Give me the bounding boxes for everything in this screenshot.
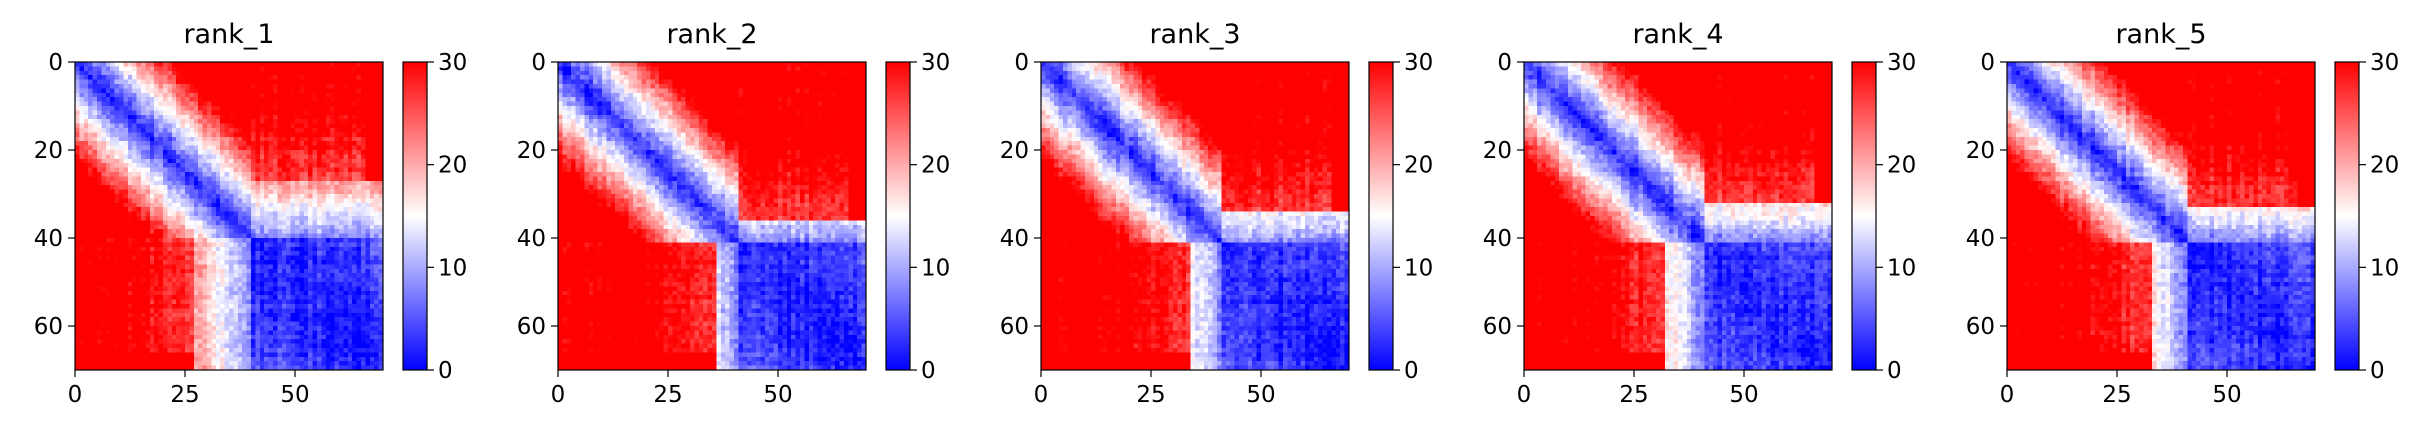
x-tick-label: 0 bbox=[1517, 382, 1532, 408]
x-tick-label: 0 bbox=[2000, 382, 2015, 408]
panels: rank_1 0 25 50 0 20 40 60 0 10 20 30 rank_2 0 25 50 0 20 4… bbox=[34, 19, 2400, 408]
panel-title: rank_5 bbox=[2115, 19, 2206, 50]
x-tick-label: 25 bbox=[170, 382, 199, 408]
x-tick-label: 0 bbox=[551, 382, 566, 408]
colorbar-tick-label: 20 bbox=[438, 153, 467, 179]
y-tick-label: 20 bbox=[1000, 138, 1029, 164]
heatmap-cells bbox=[2007, 62, 2316, 371]
panel-2: rank_2 0 25 50 0 20 40 60 0 10 20 30 bbox=[517, 19, 951, 408]
x-tick-label: 25 bbox=[653, 382, 682, 408]
y-tick-label: 40 bbox=[1000, 226, 1029, 252]
colorbar bbox=[2335, 62, 2359, 370]
y-tick-label: 40 bbox=[517, 226, 546, 252]
colorbar bbox=[1852, 62, 1876, 370]
y-tick-label: 60 bbox=[1000, 314, 1029, 340]
x-tick-label: 25 bbox=[1619, 382, 1648, 408]
y-tick-label: 20 bbox=[1483, 138, 1512, 164]
panel-title: rank_1 bbox=[183, 19, 274, 50]
y-tick-label: 60 bbox=[1483, 314, 1512, 340]
y-tick-label: 0 bbox=[531, 50, 546, 76]
x-tick-label: 50 bbox=[763, 382, 792, 408]
y-tick-label: 0 bbox=[1980, 50, 1995, 76]
colorbar-tick-label: 10 bbox=[921, 255, 950, 281]
colorbar-tick-label: 0 bbox=[921, 358, 936, 384]
y-tick-label: 20 bbox=[34, 138, 63, 164]
colorbar-tick-label: 30 bbox=[921, 50, 950, 76]
colorbar-tick-label: 20 bbox=[2370, 153, 2399, 179]
panel-title: rank_4 bbox=[1632, 19, 1723, 50]
colorbar-tick-label: 30 bbox=[438, 50, 467, 76]
heatmap-cells bbox=[558, 62, 867, 371]
colorbar bbox=[1369, 62, 1393, 370]
colorbar-tick-label: 10 bbox=[438, 255, 467, 281]
x-tick-label: 50 bbox=[2212, 382, 2241, 408]
colorbar-tick-label: 20 bbox=[1887, 153, 1916, 179]
y-tick-label: 60 bbox=[517, 314, 546, 340]
colorbar-tick-label: 20 bbox=[1404, 153, 1433, 179]
panel-4: rank_4 0 25 50 0 20 40 60 0 10 20 30 bbox=[1483, 19, 1917, 408]
x-tick-label: 25 bbox=[1136, 382, 1165, 408]
x-tick-label: 0 bbox=[1034, 382, 1049, 408]
y-tick-label: 60 bbox=[34, 314, 63, 340]
y-tick-label: 20 bbox=[517, 138, 546, 164]
heatmap-cells bbox=[1524, 62, 1833, 371]
colorbar-tick-label: 30 bbox=[1404, 50, 1433, 76]
x-tick-label: 50 bbox=[1246, 382, 1275, 408]
y-tick-label: 60 bbox=[1966, 314, 1995, 340]
colorbar-tick-label: 30 bbox=[1887, 50, 1916, 76]
x-tick-label: 50 bbox=[280, 382, 309, 408]
colorbar-tick-label: 0 bbox=[438, 358, 453, 384]
colorbar-tick-label: 0 bbox=[2370, 358, 2385, 384]
colorbar-tick-label: 10 bbox=[2370, 255, 2399, 281]
y-tick-label: 0 bbox=[1497, 50, 1512, 76]
colorbar-tick-label: 0 bbox=[1404, 358, 1419, 384]
y-tick-label: 0 bbox=[48, 50, 63, 76]
colorbar-tick-label: 30 bbox=[2370, 50, 2399, 76]
heatmap-cells bbox=[1041, 62, 1350, 371]
panel-title: rank_3 bbox=[1149, 19, 1240, 50]
y-tick-label: 0 bbox=[1014, 50, 1029, 76]
panel-3: rank_3 0 25 50 0 20 40 60 0 10 20 30 bbox=[1000, 19, 1434, 408]
y-tick-label: 40 bbox=[1966, 226, 1995, 252]
colorbar-tick-label: 10 bbox=[1404, 255, 1433, 281]
panel-1: rank_1 0 25 50 0 20 40 60 0 10 20 30 bbox=[34, 19, 468, 408]
panel-5: rank_5 0 25 50 0 20 40 60 0 10 20 30 bbox=[1966, 19, 2400, 408]
heatmap-cells bbox=[75, 62, 384, 371]
y-tick-label: 20 bbox=[1966, 138, 1995, 164]
colorbar-tick-label: 0 bbox=[1887, 358, 1902, 384]
x-tick-label: 25 bbox=[2102, 382, 2131, 408]
panel-title: rank_2 bbox=[666, 19, 757, 50]
colorbar-tick-label: 20 bbox=[921, 153, 950, 179]
colorbar bbox=[886, 62, 910, 370]
y-tick-label: 40 bbox=[1483, 226, 1512, 252]
colorbar-tick-label: 10 bbox=[1887, 255, 1916, 281]
y-tick-label: 40 bbox=[34, 226, 63, 252]
colorbar bbox=[403, 62, 427, 370]
x-tick-label: 50 bbox=[1729, 382, 1758, 408]
x-tick-label: 0 bbox=[68, 382, 83, 408]
